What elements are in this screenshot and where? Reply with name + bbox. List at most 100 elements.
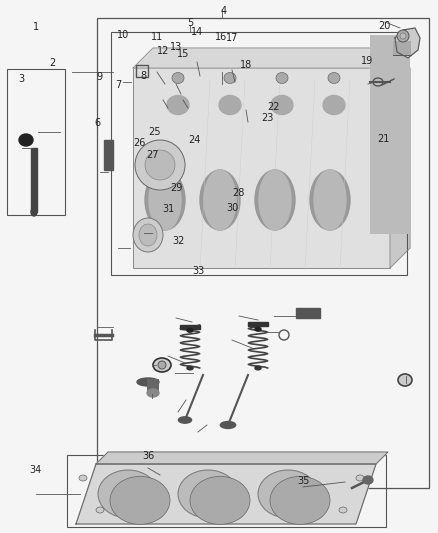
- Ellipse shape: [328, 72, 340, 84]
- Ellipse shape: [314, 170, 346, 230]
- Text: 15: 15: [177, 50, 189, 59]
- Text: 21: 21: [377, 134, 389, 143]
- Ellipse shape: [224, 72, 236, 84]
- Text: 25: 25: [148, 127, 160, 136]
- Bar: [370, 35, 410, 196]
- Text: 12: 12: [157, 46, 169, 56]
- Polygon shape: [395, 28, 420, 58]
- Ellipse shape: [398, 374, 412, 386]
- Bar: [370, 35, 410, 120]
- Text: 31: 31: [162, 204, 175, 214]
- Ellipse shape: [270, 477, 330, 524]
- Bar: [67, 455, 386, 527]
- Text: 22: 22: [268, 102, 280, 111]
- Text: 27: 27: [146, 150, 159, 159]
- Polygon shape: [133, 48, 410, 68]
- Text: 35: 35: [297, 476, 309, 486]
- Text: 17: 17: [226, 34, 238, 43]
- Bar: [370, 35, 410, 234]
- Ellipse shape: [258, 470, 318, 518]
- Ellipse shape: [19, 134, 33, 146]
- Text: 1: 1: [33, 22, 39, 31]
- Ellipse shape: [187, 366, 193, 370]
- Ellipse shape: [363, 476, 373, 484]
- Ellipse shape: [190, 477, 250, 524]
- Ellipse shape: [147, 389, 159, 397]
- Ellipse shape: [276, 72, 288, 84]
- Ellipse shape: [219, 95, 241, 115]
- Text: 20: 20: [378, 21, 391, 30]
- Text: 10: 10: [117, 30, 130, 39]
- Text: 30: 30: [226, 203, 238, 213]
- Ellipse shape: [96, 507, 104, 513]
- Text: 34: 34: [30, 465, 42, 475]
- Ellipse shape: [153, 358, 171, 372]
- Text: 28: 28: [233, 188, 245, 198]
- Ellipse shape: [204, 170, 236, 230]
- Ellipse shape: [133, 218, 163, 252]
- Bar: [136, 65, 148, 77]
- Ellipse shape: [172, 72, 184, 84]
- Ellipse shape: [139, 224, 157, 246]
- Ellipse shape: [137, 378, 159, 386]
- Ellipse shape: [145, 170, 185, 230]
- Bar: [7, 69, 65, 215]
- Bar: [31, 148, 37, 212]
- Ellipse shape: [178, 417, 191, 423]
- Bar: [104, 140, 113, 170]
- Ellipse shape: [98, 470, 158, 518]
- Ellipse shape: [310, 170, 350, 230]
- Text: 3: 3: [18, 74, 24, 84]
- Ellipse shape: [400, 33, 406, 39]
- Ellipse shape: [255, 327, 261, 331]
- Ellipse shape: [339, 507, 347, 513]
- Text: 8: 8: [141, 71, 147, 80]
- Text: 16: 16: [215, 33, 227, 42]
- Ellipse shape: [158, 361, 166, 369]
- Text: 2: 2: [49, 58, 56, 68]
- Text: 19: 19: [361, 56, 373, 66]
- Ellipse shape: [220, 422, 236, 429]
- Ellipse shape: [167, 95, 189, 115]
- Bar: [111, 32, 407, 275]
- Ellipse shape: [271, 95, 293, 115]
- Text: 14: 14: [191, 27, 203, 37]
- Bar: [370, 35, 410, 158]
- Ellipse shape: [187, 328, 193, 332]
- Ellipse shape: [200, 170, 240, 230]
- Text: 33: 33: [192, 266, 204, 276]
- Bar: [393, 41, 411, 55]
- Ellipse shape: [145, 150, 175, 180]
- Text: 9: 9: [97, 72, 103, 82]
- Text: 18: 18: [240, 60, 252, 70]
- Ellipse shape: [255, 170, 295, 230]
- Ellipse shape: [110, 477, 170, 524]
- Text: 11: 11: [151, 33, 163, 42]
- Text: 29: 29: [170, 183, 182, 192]
- Ellipse shape: [149, 170, 181, 230]
- Text: 32: 32: [173, 236, 185, 246]
- Bar: [97, 18, 429, 488]
- Text: 5: 5: [187, 18, 194, 28]
- Text: 36: 36: [142, 451, 154, 461]
- Text: 24: 24: [189, 135, 201, 144]
- Text: 7: 7: [115, 80, 121, 90]
- Text: 4: 4: [220, 6, 226, 15]
- Ellipse shape: [31, 208, 37, 216]
- Ellipse shape: [259, 170, 291, 230]
- Text: 13: 13: [170, 42, 182, 52]
- Polygon shape: [390, 68, 410, 268]
- Bar: [147, 379, 159, 393]
- Text: 23: 23: [261, 114, 273, 123]
- Ellipse shape: [255, 366, 261, 370]
- Bar: [133, 68, 390, 268]
- Polygon shape: [96, 452, 388, 464]
- Ellipse shape: [178, 470, 238, 518]
- Text: 26: 26: [133, 138, 145, 148]
- Bar: [180, 325, 200, 329]
- Ellipse shape: [79, 475, 87, 481]
- Text: 6: 6: [94, 118, 100, 127]
- Bar: [296, 308, 320, 318]
- Ellipse shape: [356, 475, 364, 481]
- Ellipse shape: [397, 30, 409, 42]
